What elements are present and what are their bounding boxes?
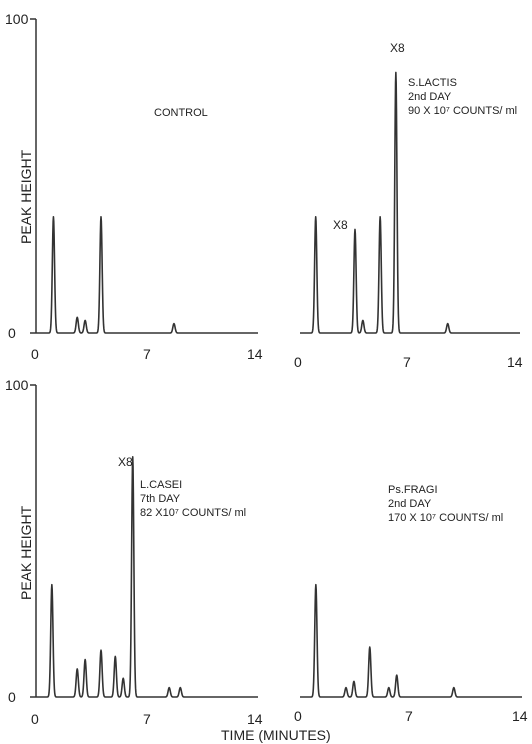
chromatogram-trace (35, 455, 259, 698)
x-tick-14: 14 (512, 708, 528, 724)
y-tick-100: 100 (5, 11, 29, 27)
x-tick-0: 0 (294, 354, 302, 370)
sample-label-line-2: 7th DAY (140, 493, 181, 505)
y-tick-0: 0 (8, 325, 16, 341)
sample-label-line-3: 82 X10⁷ COUNTS/ ml (140, 507, 246, 519)
x-tick-7: 7 (403, 354, 411, 370)
y-axis-label: PEAK HEIGHT (18, 505, 34, 600)
x-tick-7: 7 (143, 346, 151, 362)
panel-control: 100 0 PEAK HEIGHT 0 7 14 CONTROL (5, 11, 263, 362)
x-axis-label: TIME (MINUTES) (221, 727, 331, 743)
chromatogram-trace (299, 583, 523, 698)
x-tick-7: 7 (405, 708, 413, 724)
panel-ps-fragi: 0 7 14 Ps.FRAGI 2nd DAY 170 X 10⁷ COUNTS… (294, 484, 528, 724)
x-tick-0: 0 (294, 708, 302, 724)
chromatogram-trace (35, 216, 259, 334)
peak-marker: X8 (333, 218, 348, 232)
sample-label-line-1: L.CASEI (140, 479, 182, 491)
peak-marker: X8 (390, 41, 405, 55)
panel-s-lactis: 0 7 14 X8 X8 S.LACTIS 2nd DAY 90 X 10⁷ C… (294, 41, 523, 370)
x-tick-14: 14 (247, 346, 263, 362)
sample-label-line-1: S.LACTIS (408, 77, 457, 89)
x-tick-7: 7 (143, 711, 151, 727)
panel-l-casei: 100 0 PEAK HEIGHT 0 7 14 X8 L.CASEI 7th … (5, 377, 263, 727)
y-axis-label: PEAK HEIGHT (18, 149, 34, 244)
sample-label-line-1: CONTROL (154, 107, 208, 119)
y-tick-0: 0 (8, 689, 16, 705)
sample-label-line-1: Ps.FRAGI (388, 484, 438, 496)
x-tick-14: 14 (247, 711, 263, 727)
x-tick-0: 0 (31, 711, 39, 727)
x-tick-0: 0 (31, 346, 39, 362)
sample-label-line-2: 2nd DAY (408, 91, 452, 103)
sample-label-line-2: 2nd DAY (388, 498, 432, 510)
sample-label-line-3: 90 X 10⁷ COUNTS/ ml (408, 105, 517, 117)
x-tick-14: 14 (507, 354, 523, 370)
peak-marker: X8 (118, 455, 133, 469)
sample-label-line-3: 170 X 10⁷ COUNTS/ ml (388, 512, 503, 524)
y-tick-100: 100 (5, 377, 29, 393)
chromatogram-trace (299, 71, 521, 334)
